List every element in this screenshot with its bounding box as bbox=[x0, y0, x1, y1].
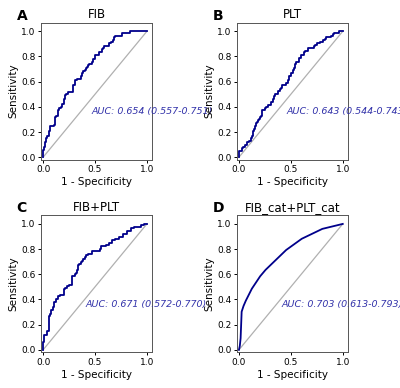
X-axis label: 1 - Specificity: 1 - Specificity bbox=[257, 370, 328, 380]
Text: AUC: 0.654 (0.557-0.751): AUC: 0.654 (0.557-0.751) bbox=[91, 107, 212, 116]
Text: B: B bbox=[212, 9, 223, 23]
Text: AUC: 0.703 (0.613-0.793): AUC: 0.703 (0.613-0.793) bbox=[281, 300, 400, 309]
Title: PLT: PLT bbox=[283, 8, 302, 21]
Text: D: D bbox=[212, 201, 224, 215]
X-axis label: 1 - Specificity: 1 - Specificity bbox=[61, 370, 132, 380]
Y-axis label: Sensitivity: Sensitivity bbox=[204, 256, 214, 311]
Text: A: A bbox=[17, 9, 27, 23]
Text: AUC: 0.643 (0.544-0.743): AUC: 0.643 (0.544-0.743) bbox=[287, 107, 400, 116]
X-axis label: 1 - Specificity: 1 - Specificity bbox=[257, 177, 328, 187]
Title: FIB: FIB bbox=[88, 8, 106, 21]
Text: C: C bbox=[17, 201, 27, 215]
Y-axis label: Sensitivity: Sensitivity bbox=[8, 64, 18, 118]
Y-axis label: Sensitivity: Sensitivity bbox=[204, 64, 214, 118]
Text: AUC: 0.671 (0.572-0.770): AUC: 0.671 (0.572-0.770) bbox=[86, 300, 207, 309]
Title: FIB_cat+PLT_cat: FIB_cat+PLT_cat bbox=[244, 201, 340, 214]
Y-axis label: Sensitivity: Sensitivity bbox=[8, 256, 18, 311]
Title: FIB+PLT: FIB+PLT bbox=[73, 201, 120, 214]
X-axis label: 1 - Specificity: 1 - Specificity bbox=[61, 177, 132, 187]
